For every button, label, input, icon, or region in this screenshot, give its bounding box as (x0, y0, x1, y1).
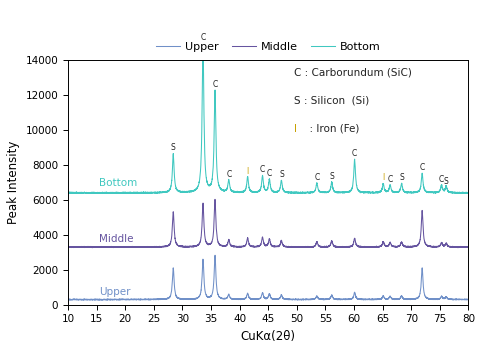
Bottom (86, 191, 92, 195)
Text: C: C (388, 175, 393, 184)
Bottom (336, 190, 342, 195)
Text: C: C (352, 149, 357, 158)
Bottom (259, 177, 265, 181)
Text: C: C (314, 173, 320, 182)
Line: Upper: Upper (68, 255, 469, 300)
Bottom (65, 191, 71, 195)
Upper (212, 253, 218, 257)
Bottom (170, 156, 176, 160)
Legend: Upper, Middle, Bottom: Upper, Middle, Bottom (156, 42, 381, 52)
Middle (212, 197, 218, 202)
Upper (336, 298, 342, 302)
Upper (259, 292, 265, 296)
Text: S: S (171, 144, 175, 153)
Line: Bottom: Bottom (68, 43, 469, 194)
Text: Bottom: Bottom (99, 178, 138, 188)
Y-axis label: Peak Intensity: Peak Intensity (7, 141, 20, 224)
Text: C: C (267, 169, 272, 178)
Text: I: I (295, 124, 297, 133)
Upper (170, 269, 176, 273)
Text: C: C (201, 33, 206, 42)
Text: Upper: Upper (99, 287, 131, 296)
Text: C: C (419, 163, 425, 172)
Bottom (200, 41, 206, 46)
Upper (216, 295, 222, 299)
Text: I: I (382, 173, 384, 182)
Text: : Iron (Fe): : Iron (Fe) (303, 124, 360, 133)
Text: S: S (399, 173, 404, 182)
Upper (225, 295, 230, 300)
Line: Middle: Middle (68, 199, 469, 248)
Middle (224, 242, 230, 246)
Text: C : Carborundum (SiC): C : Carborundum (SiC) (295, 67, 412, 77)
X-axis label: CuKα(2θ): CuKα(2θ) (241, 330, 296, 343)
Text: I: I (246, 167, 249, 176)
Bottom (216, 184, 222, 188)
Bottom (225, 186, 230, 190)
Middle (216, 242, 222, 246)
Middle (466, 245, 471, 249)
Text: S: S (329, 172, 334, 181)
Bottom (466, 190, 471, 195)
Middle (336, 245, 342, 249)
Text: Middle: Middle (99, 234, 134, 244)
Text: S : Silicon  (Si): S : Silicon (Si) (295, 95, 370, 105)
Bottom (123, 191, 129, 196)
Text: S: S (444, 176, 449, 186)
Upper (466, 298, 471, 302)
Middle (86, 245, 92, 249)
Text: C: C (260, 165, 265, 174)
Text: C: C (213, 80, 218, 89)
Text: C: C (439, 175, 444, 184)
Upper (86, 298, 92, 302)
Middle (170, 214, 176, 218)
Middle (455, 246, 461, 250)
Middle (259, 237, 265, 241)
Text: S: S (279, 170, 284, 180)
Upper (99, 298, 105, 302)
Text: C: C (226, 170, 231, 179)
Middle (65, 245, 71, 249)
Upper (65, 297, 71, 301)
